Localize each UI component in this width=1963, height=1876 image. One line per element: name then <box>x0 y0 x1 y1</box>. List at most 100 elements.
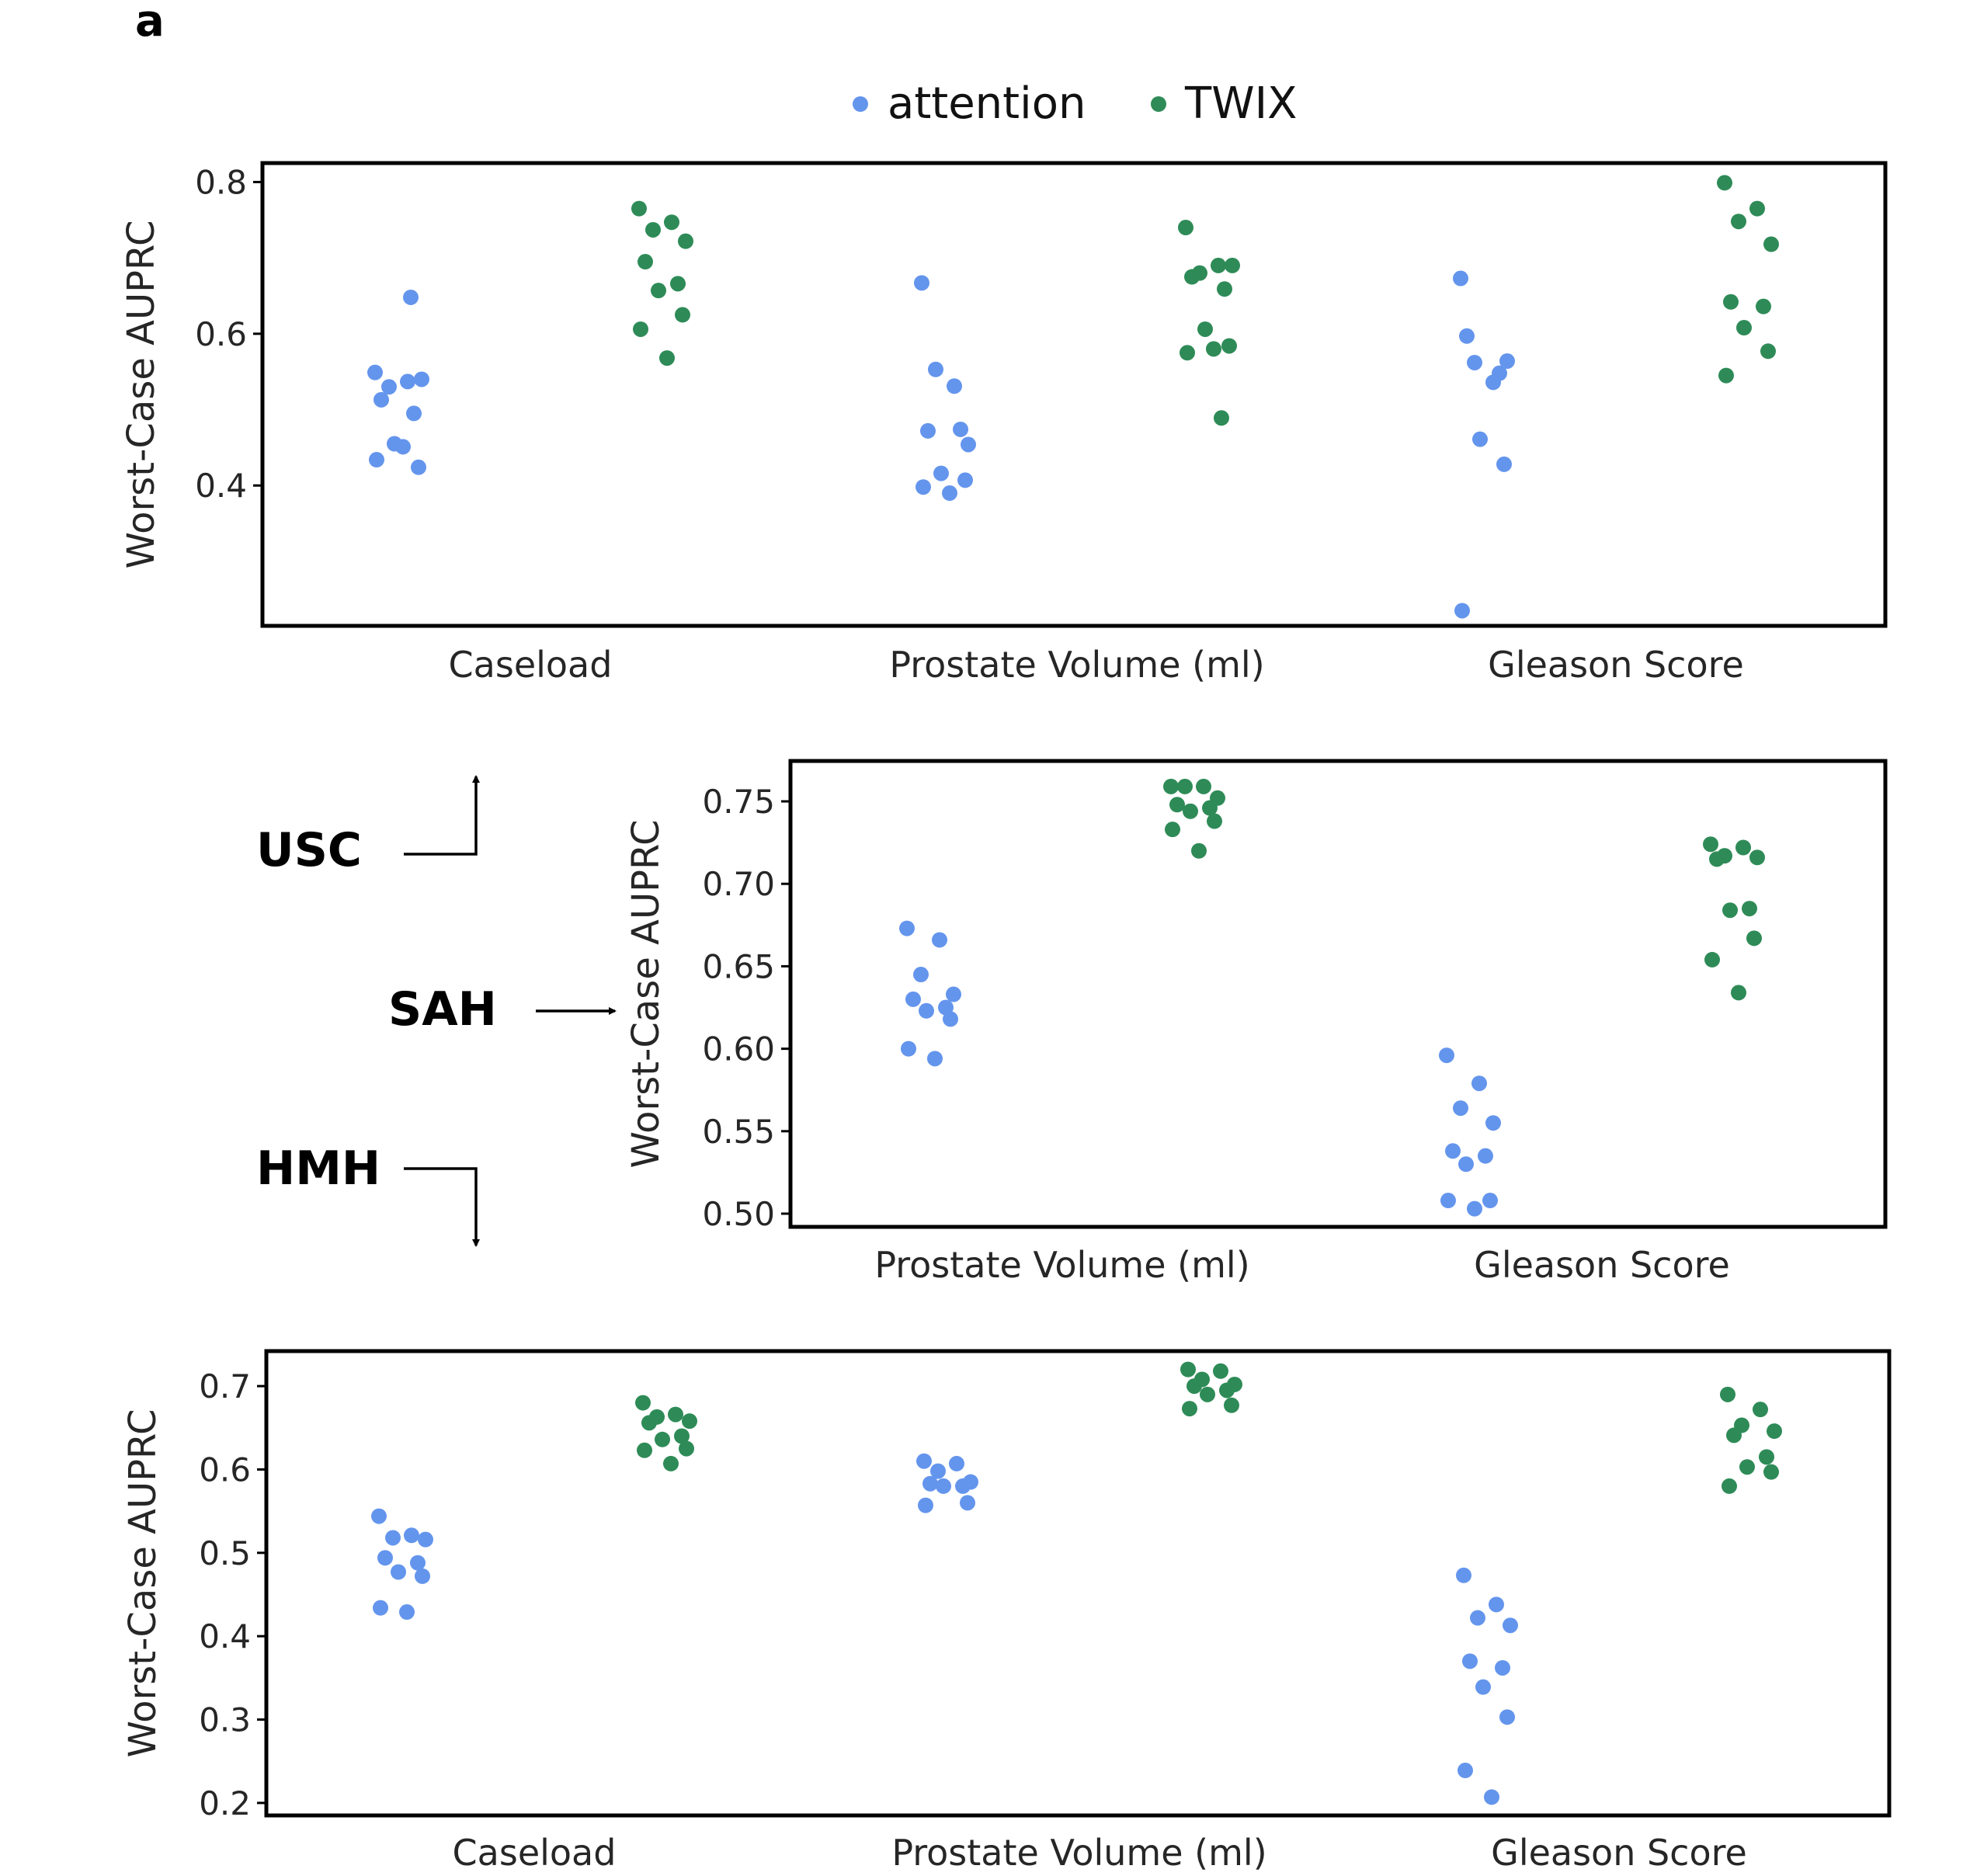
chart-hmh: 0.2 0.3 0.4 0.5 0.6 0.7 Worst-Case AUPRC Caselo… <box>121 1349 1892 1874</box>
y-axis-label: Worst-Case AUPRC <box>121 1409 165 1757</box>
point-twix <box>1736 320 1752 336</box>
point-attention <box>377 1550 393 1566</box>
point-twix <box>1753 1402 1768 1418</box>
point-attention <box>957 472 973 488</box>
point-attention <box>1459 328 1475 344</box>
point-twix <box>1703 836 1718 853</box>
legend-label-twix: TWIX <box>1184 78 1297 129</box>
point-attention <box>1496 456 1512 472</box>
point-twix <box>1183 803 1198 819</box>
point-attention <box>404 1527 419 1544</box>
point-attention <box>919 1002 934 1019</box>
category-label: Prostate Volume (ml) <box>889 644 1264 686</box>
point-attention <box>915 479 931 495</box>
point-attention <box>1475 1679 1491 1695</box>
point-twix <box>651 283 666 299</box>
point-twix <box>1742 901 1757 917</box>
point-attention <box>395 439 411 455</box>
site-label-sah: SAH <box>388 982 497 1037</box>
y-tick-label: 0.55 <box>702 1113 775 1151</box>
point-twix <box>1763 1464 1779 1480</box>
point-twix <box>1722 1478 1737 1494</box>
point-attention <box>914 275 929 291</box>
site-label-usc: USC <box>256 823 362 877</box>
point-attention <box>899 920 915 936</box>
point-attention <box>949 1455 964 1471</box>
point-attention <box>1439 1047 1454 1064</box>
point-twix <box>1202 800 1218 816</box>
point-attention <box>1472 431 1488 447</box>
point-twix <box>1723 294 1739 310</box>
point-attention <box>918 1497 933 1513</box>
y-tick-label: 0.70 <box>702 865 775 903</box>
category-label: Gleason Score <box>1474 1244 1730 1286</box>
point-twix <box>1178 220 1193 236</box>
point-attention <box>1470 1610 1485 1626</box>
point-attention <box>410 1555 426 1571</box>
point-attention <box>1458 1156 1474 1172</box>
point-twix <box>655 1431 670 1447</box>
point-attention <box>960 1495 975 1511</box>
y-tick-label: 0.7 <box>199 1367 251 1405</box>
point-twix <box>1722 902 1738 919</box>
point-attention <box>1457 1763 1473 1779</box>
y-tick-label: 0.6 <box>195 315 247 353</box>
point-attention <box>1453 1100 1468 1117</box>
point-attention <box>369 452 384 468</box>
point-attention <box>1478 1148 1493 1164</box>
category-label: Caseload <box>453 1832 617 1874</box>
point-twix <box>1197 321 1213 337</box>
charts: 0.4 0.6 0.8 Worst-Case AUPRC Caseload Prostat… <box>120 161 1892 1874</box>
point-attention <box>367 364 383 380</box>
point-twix <box>637 1442 652 1458</box>
point-attention <box>1445 1143 1461 1159</box>
chart-usc: 0.4 0.6 0.8 Worst-Case AUPRC Caseload Prostat… <box>120 161 1888 686</box>
point-twix <box>1704 951 1720 968</box>
category-label: Prostate Volume (ml) <box>874 1244 1249 1286</box>
point-attention <box>927 1051 943 1067</box>
legend: attention TWIX <box>853 78 1297 129</box>
point-twix <box>1726 1427 1742 1443</box>
point-attention <box>901 1040 916 1057</box>
point-attention <box>1499 353 1515 370</box>
point-twix <box>1196 778 1211 794</box>
point-twix <box>1749 849 1765 866</box>
point-attention <box>922 1475 938 1492</box>
point-twix <box>659 350 675 367</box>
point-twix <box>1186 1378 1202 1395</box>
plot-frame <box>264 1349 1892 1818</box>
y-tick-label: 0.4 <box>195 467 247 505</box>
point-attention <box>1454 603 1470 619</box>
point-twix <box>1717 175 1732 191</box>
y-tick-label: 0.50 <box>702 1195 775 1233</box>
point-attention <box>916 1453 932 1469</box>
y-tick-label: 0.5 <box>199 1534 251 1572</box>
point-attention <box>932 932 947 948</box>
point-twix <box>641 1415 657 1431</box>
point-twix <box>670 276 686 292</box>
y-tick-label: 0.65 <box>702 947 775 985</box>
point-twix <box>1746 930 1762 947</box>
point-attention <box>936 1478 951 1494</box>
legend-label-attention: attention <box>888 78 1086 129</box>
point-twix <box>678 233 693 249</box>
point-attention <box>928 361 943 377</box>
point-attention <box>1456 1567 1471 1583</box>
point-twix <box>633 321 648 337</box>
point-twix <box>635 1395 651 1411</box>
point-attention <box>955 1478 971 1494</box>
point-attention <box>947 378 962 394</box>
point-twix <box>1163 778 1179 794</box>
point-attention <box>905 991 921 1007</box>
point-twix <box>1219 1382 1235 1398</box>
point-attention <box>406 405 422 422</box>
point-attention <box>1471 1075 1487 1092</box>
category-label: Prostate Volume (ml) <box>891 1832 1266 1874</box>
point-twix <box>1200 1386 1215 1402</box>
point-attention <box>942 485 957 502</box>
point-twix <box>1191 842 1207 859</box>
point-attention <box>385 1530 401 1546</box>
point-attention <box>961 436 976 453</box>
point-twix <box>674 1428 690 1444</box>
